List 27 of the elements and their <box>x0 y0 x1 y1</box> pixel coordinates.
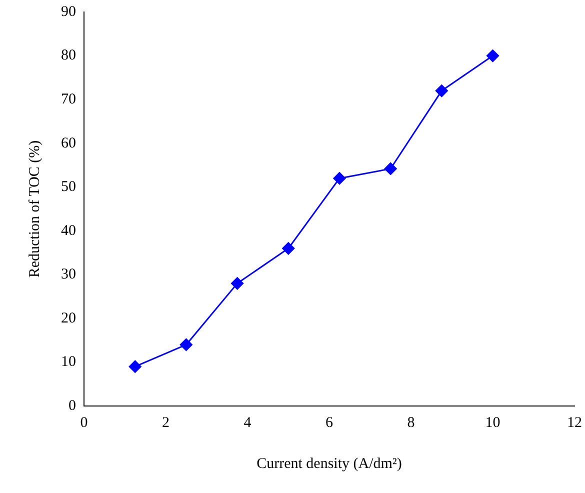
y-axis-title: Reduction of TOC (%) <box>26 140 43 278</box>
y-tick-label: 70 <box>61 91 76 108</box>
x-tick-label: 12 <box>567 414 582 431</box>
point <box>128 360 142 373</box>
point <box>180 338 192 351</box>
point <box>282 242 295 255</box>
y-tick-label: 80 <box>61 48 76 64</box>
y-tick-label: 60 <box>61 135 76 152</box>
y-tick-label: 90 <box>61 4 76 20</box>
point <box>486 50 499 62</box>
y-tick-label: 50 <box>61 179 76 196</box>
x-tick-label: 6 <box>326 414 334 431</box>
x-tick-label: 10 <box>485 414 500 431</box>
x-tick-label: 2 <box>162 414 170 431</box>
point <box>384 162 397 175</box>
point <box>333 172 346 185</box>
y-tick-label: 0 <box>68 398 76 414</box>
y-tick-label: 30 <box>61 266 76 283</box>
y-tick-label: 40 <box>61 222 76 239</box>
y-tick-label: 20 <box>61 310 76 326</box>
x-tick-label: 8 <box>407 414 415 431</box>
y-tick-label: 10 <box>61 354 76 370</box>
x-tick-label: 4 <box>244 414 252 431</box>
point <box>435 84 448 98</box>
point <box>231 277 244 290</box>
x-axis-title: Current density (A/dm²) <box>256 456 402 472</box>
x-tick-label: 0 <box>80 414 88 431</box>
